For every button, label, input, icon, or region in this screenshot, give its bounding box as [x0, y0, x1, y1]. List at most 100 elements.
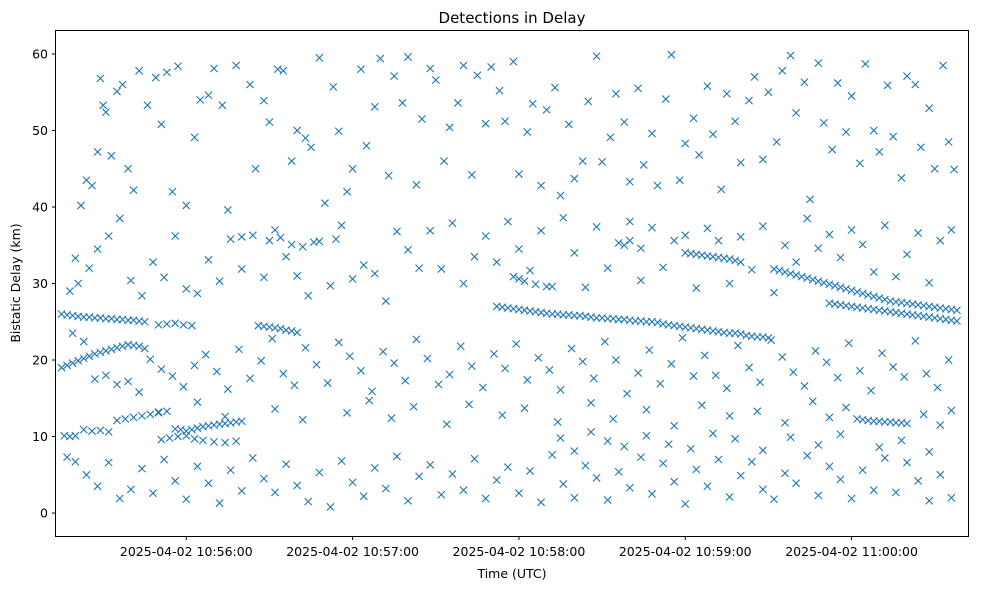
detection-marker — [911, 80, 920, 89]
detection-marker — [198, 436, 207, 445]
detection-marker — [903, 419, 912, 428]
detection-marker — [337, 457, 346, 466]
detection-marker — [636, 453, 645, 462]
detection-marker — [656, 379, 665, 388]
detection-marker — [160, 273, 169, 282]
detection-marker — [692, 284, 701, 293]
detection-marker — [63, 361, 72, 370]
detection-marker — [179, 382, 188, 391]
detection-marker — [79, 354, 88, 363]
detection-marker — [914, 229, 923, 237]
detection-marker — [520, 404, 529, 413]
detection-marker — [836, 253, 845, 262]
detection-marker — [392, 452, 401, 461]
plot-area — [57, 50, 961, 511]
detection-marker — [570, 493, 579, 502]
detection-marker — [825, 230, 834, 239]
detection-marker — [193, 424, 202, 433]
detection-marker — [348, 164, 357, 173]
detection-marker — [858, 240, 867, 249]
detection-marker — [600, 337, 609, 346]
detection-marker — [736, 158, 745, 167]
detection-marker — [90, 349, 99, 358]
detection-marker — [204, 91, 213, 100]
detection-marker — [171, 319, 180, 328]
detection-marker — [265, 236, 274, 245]
detection-marker — [404, 496, 413, 505]
detection-marker — [276, 324, 285, 333]
detection-marker — [312, 360, 321, 369]
detection-marker — [897, 173, 906, 182]
detection-marker — [271, 488, 279, 497]
detection-marker — [481, 494, 490, 503]
detection-marker — [90, 375, 99, 384]
detection-marker — [293, 328, 302, 337]
detection-marker — [99, 101, 108, 110]
detection-marker — [914, 476, 923, 485]
detection-marker — [689, 114, 698, 123]
detection-marker — [623, 389, 632, 398]
detection-marker — [315, 53, 324, 62]
y-axis: 0 10 20 30 40 50 60 — [32, 46, 56, 521]
detection-marker — [104, 458, 113, 467]
detection-marker — [246, 374, 255, 383]
detection-marker — [293, 271, 302, 280]
detection-marker — [781, 418, 790, 427]
detection-marker — [193, 398, 202, 407]
y-tick-label: 60 — [32, 46, 48, 61]
detection-marker — [65, 287, 74, 296]
detection-marker — [556, 385, 565, 394]
detection-marker — [187, 321, 196, 330]
detection-marker — [636, 244, 645, 253]
detection-marker — [514, 274, 523, 283]
detection-marker — [431, 75, 440, 84]
detection-marker — [107, 345, 116, 354]
detection-marker — [778, 352, 787, 361]
detection-marker — [329, 82, 338, 91]
detection-marker — [459, 486, 468, 495]
detection-marker — [747, 457, 756, 466]
detection-marker — [603, 264, 612, 273]
detection-marker — [259, 273, 268, 282]
detection-marker — [647, 223, 656, 232]
detection-marker — [883, 81, 892, 90]
detection-marker — [237, 232, 246, 241]
detection-marker — [609, 414, 618, 423]
detection-marker — [767, 336, 776, 345]
detection-marker — [481, 119, 490, 128]
detection-marker — [695, 150, 704, 159]
detection-marker — [747, 265, 756, 274]
detection-marker — [733, 341, 742, 350]
detection-marker — [769, 288, 778, 297]
detection-marker — [592, 222, 601, 231]
detection-marker — [659, 459, 668, 468]
detection-marker — [237, 486, 246, 495]
detection-marker — [93, 245, 102, 254]
detection-marker — [864, 290, 873, 299]
detection-marker — [950, 165, 959, 174]
detection-marker — [598, 157, 607, 166]
detection-marker — [792, 258, 801, 267]
detection-marker — [875, 443, 884, 452]
detection-marker — [553, 418, 562, 426]
detection-marker — [620, 118, 629, 127]
detection-marker — [620, 241, 629, 250]
detection-marker — [298, 415, 307, 424]
detection-marker — [875, 294, 884, 303]
detection-marker — [88, 181, 97, 190]
detection-marker — [875, 147, 884, 156]
detection-marker — [647, 129, 656, 138]
detection-marker — [76, 201, 85, 210]
detection-marker — [708, 429, 717, 438]
detection-marker — [534, 353, 543, 362]
detection-marker — [570, 447, 579, 456]
detection-marker — [659, 263, 668, 272]
detection-marker — [869, 126, 878, 135]
detection-marker — [221, 438, 230, 447]
detection-marker — [201, 350, 210, 359]
detection-marker — [218, 101, 227, 110]
detection-marker — [708, 130, 717, 139]
detection-marker — [922, 369, 931, 378]
detection-marker — [825, 413, 834, 422]
detection-marker — [345, 352, 354, 361]
